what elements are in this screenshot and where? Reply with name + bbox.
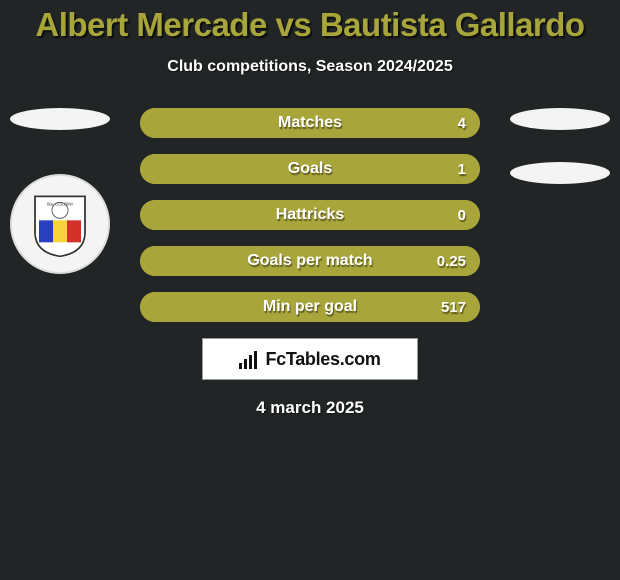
- left-player-oval: [10, 108, 110, 130]
- brand-box: FcTables.com: [202, 338, 418, 380]
- stat-label: Goals: [140, 154, 480, 184]
- stat-row: Hattricks0: [140, 200, 480, 230]
- generated-date: 4 march 2025: [0, 398, 620, 418]
- stats-area: Sta. COLOMA Matches4 Goals1 Hattricks0 Goal…: [0, 108, 620, 322]
- stat-row: Goals per match0.25: [140, 246, 480, 276]
- stat-label: Min per goal: [140, 292, 480, 322]
- badge-text-top: Sta. COLOMA: [47, 201, 74, 206]
- stat-value-right: 517: [441, 292, 466, 322]
- stat-value-right: 4: [458, 108, 466, 138]
- stat-value-right: 0: [458, 200, 466, 230]
- stat-row: Min per goal517: [140, 292, 480, 322]
- left-player-column: Sta. COLOMA: [10, 108, 110, 274]
- comparison-title: Albert Mercade vs Bautista Gallardo: [0, 0, 620, 44]
- right-player-column: [510, 108, 610, 208]
- stat-value-right: 0.25: [437, 246, 466, 276]
- stat-bars: Matches4Goals1Hattricks0Goals per match0…: [140, 108, 480, 322]
- club-shield-icon: Sta. COLOMA: [33, 192, 87, 258]
- stat-label: Hattricks: [140, 200, 480, 230]
- right-player-oval-1: [510, 108, 610, 130]
- stat-value-right: 1: [458, 154, 466, 184]
- stat-label: Goals per match: [140, 246, 480, 276]
- bar-chart-icon: [239, 349, 261, 369]
- stat-row: Matches4: [140, 108, 480, 138]
- left-club-badge: Sta. COLOMA: [10, 174, 110, 274]
- right-player-oval-2: [510, 162, 610, 184]
- season-subtitle: Club competitions, Season 2024/2025: [0, 58, 620, 76]
- brand-text: FcTables.com: [265, 349, 380, 370]
- stat-label: Matches: [140, 108, 480, 138]
- stat-row: Goals1: [140, 154, 480, 184]
